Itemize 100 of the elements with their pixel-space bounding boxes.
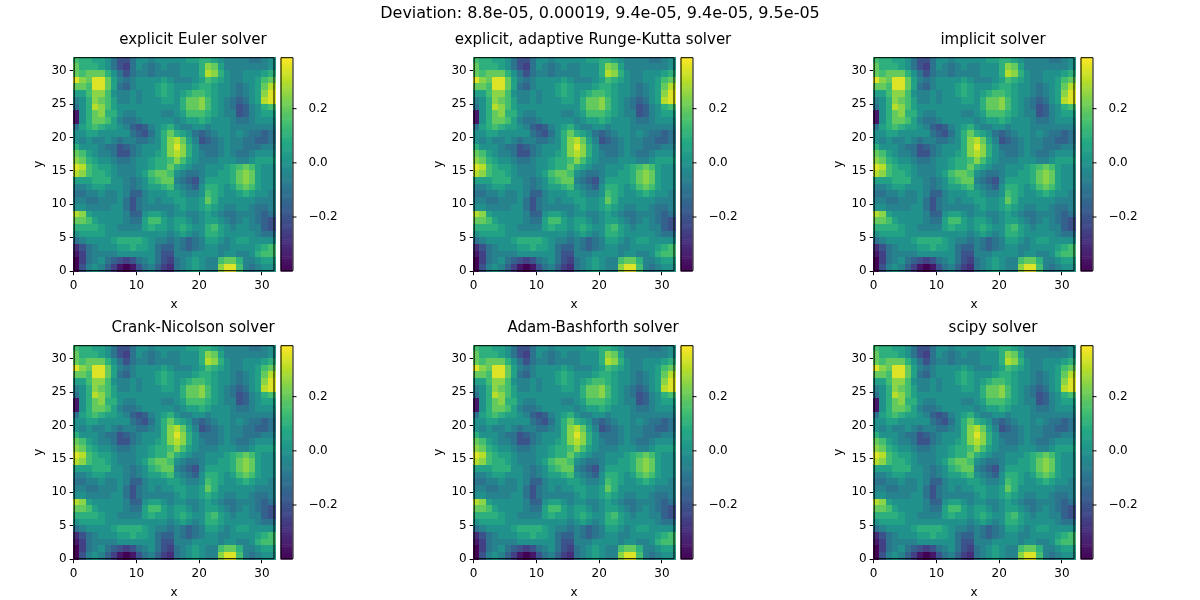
x-tick-label: 20 <box>991 565 1007 580</box>
x-tick-label: 20 <box>591 277 607 292</box>
y-tick-label: 10 <box>451 196 467 211</box>
color-bar-label: 0.2 <box>1108 100 1128 115</box>
x-tick-label: 30 <box>1054 565 1070 580</box>
color-bar-label: 0.0 <box>708 154 728 169</box>
x-tick-label: 0 <box>469 277 478 292</box>
y-axis-title: y <box>431 160 446 168</box>
x-tick-label: 20 <box>591 565 607 580</box>
color-bar-label: 0.2 <box>1108 388 1128 403</box>
y-axis-title: y <box>831 160 846 168</box>
x-tick-label: 30 <box>1054 277 1070 292</box>
x-axis-title: x <box>570 584 578 599</box>
y-tick-label: 15 <box>851 163 867 178</box>
y-tick-label: 0 <box>859 263 867 278</box>
y-tick-label: 20 <box>851 417 867 432</box>
color-bar-label: −0.2 <box>1108 209 1138 224</box>
chart-title: explicit Euler solver <box>119 30 268 49</box>
y-tick-label: 10 <box>451 484 467 499</box>
y-tick-label: 0 <box>859 551 867 566</box>
y-tick-label: 20 <box>451 129 467 144</box>
y-tick-label: 20 <box>51 129 67 144</box>
x-tick-label: 10 <box>128 565 145 580</box>
y-tick-label: 25 <box>51 96 67 111</box>
y-axis-title: y <box>31 160 46 168</box>
y-tick-label: 15 <box>451 163 467 178</box>
y-tick-label: 30 <box>851 62 867 77</box>
x-tick-label: 30 <box>654 565 670 580</box>
y-tick-label: 5 <box>59 229 67 244</box>
y-tick-label: 5 <box>459 229 467 244</box>
x-tick-label: 20 <box>991 277 1007 292</box>
y-tick-label: 15 <box>51 163 67 178</box>
color-bar-label: −0.2 <box>708 497 738 512</box>
y-tick-label: 25 <box>451 96 467 111</box>
y-tick-label: 0 <box>459 263 467 278</box>
x-tick-label: 30 <box>654 277 670 292</box>
y-tick-label: 5 <box>59 517 67 532</box>
x-axis-title: x <box>970 584 978 599</box>
x-tick-label: 0 <box>869 565 878 580</box>
x-tick-label: 10 <box>928 565 945 580</box>
y-tick-label: 25 <box>51 384 67 399</box>
y-tick-label: 10 <box>51 196 67 211</box>
chart-title: implicit solver <box>940 30 1047 49</box>
y-tick-label: 10 <box>851 484 867 499</box>
color-bar-label: 0.0 <box>1108 442 1128 457</box>
y-tick-label: 15 <box>851 451 867 466</box>
x-tick-label: 30 <box>254 565 270 580</box>
y-tick-label: 15 <box>51 451 67 466</box>
y-tick-label: 30 <box>451 62 467 77</box>
y-axis-title: y <box>31 448 46 456</box>
color-bar-label: −0.2 <box>308 497 338 512</box>
color-bar-label: 0.2 <box>308 100 328 115</box>
x-tick-label: 30 <box>254 277 270 292</box>
x-tick-label: 20 <box>191 565 207 580</box>
y-tick-label: 25 <box>451 384 467 399</box>
y-tick-label: 25 <box>851 96 867 111</box>
x-tick-label: 0 <box>869 277 878 292</box>
y-tick-label: 5 <box>859 229 867 244</box>
color-bar-label: 0.0 <box>308 442 328 457</box>
x-tick-label: 0 <box>69 565 78 580</box>
x-tick-label: 10 <box>928 277 945 292</box>
y-tick-label: 30 <box>51 62 67 77</box>
color-bar-label: 0.0 <box>308 154 328 169</box>
x-axis-title: x <box>170 296 178 311</box>
y-tick-label: 20 <box>451 417 467 432</box>
chart-title: scipy solver <box>948 318 1039 337</box>
color-bar-label: 0.0 <box>1108 154 1128 169</box>
x-axis-title: x <box>570 296 578 311</box>
color-bar-label: −0.2 <box>1108 497 1138 512</box>
y-tick-label: 0 <box>459 551 467 566</box>
y-tick-label: 5 <box>859 517 867 532</box>
x-axis-title: x <box>970 296 978 311</box>
y-tick-label: 20 <box>851 129 867 144</box>
chart-title: Crank-Nicolson solver <box>111 318 276 337</box>
y-tick-label: 30 <box>851 350 867 365</box>
chart-title: Adam-Bashforth solver <box>507 318 680 337</box>
y-axis-title: y <box>431 448 446 456</box>
y-tick-label: 30 <box>451 350 467 365</box>
x-tick-label: 10 <box>528 565 545 580</box>
x-axis-title: x <box>170 584 178 599</box>
x-tick-label: 0 <box>69 277 78 292</box>
x-tick-label: 10 <box>528 277 545 292</box>
x-tick-label: 20 <box>191 277 207 292</box>
color-bar-label: 0.2 <box>308 388 328 403</box>
color-bar-label: −0.2 <box>308 209 338 224</box>
y-tick-label: 30 <box>51 350 67 365</box>
y-tick-label: 0 <box>59 263 67 278</box>
text: Deviation: 8.8e-05, 0.00019, 9.4e-05, 9.4e-05, 9.5e-05 <box>379 3 821 22</box>
y-tick-label: 0 <box>59 551 67 566</box>
y-tick-label: 5 <box>459 517 467 532</box>
y-tick-label: 15 <box>451 451 467 466</box>
x-tick-label: 10 <box>128 277 145 292</box>
color-bar-label: 0.0 <box>708 442 728 457</box>
y-tick-label: 20 <box>51 417 67 432</box>
color-bar-label: −0.2 <box>708 209 738 224</box>
y-tick-label: 25 <box>851 384 867 399</box>
x-tick-label: 0 <box>469 565 478 580</box>
y-tick-label: 10 <box>851 196 867 211</box>
chart-title: explicit, adaptive Runge-Kutta solver <box>454 30 733 49</box>
y-tick-label: 10 <box>51 484 67 499</box>
